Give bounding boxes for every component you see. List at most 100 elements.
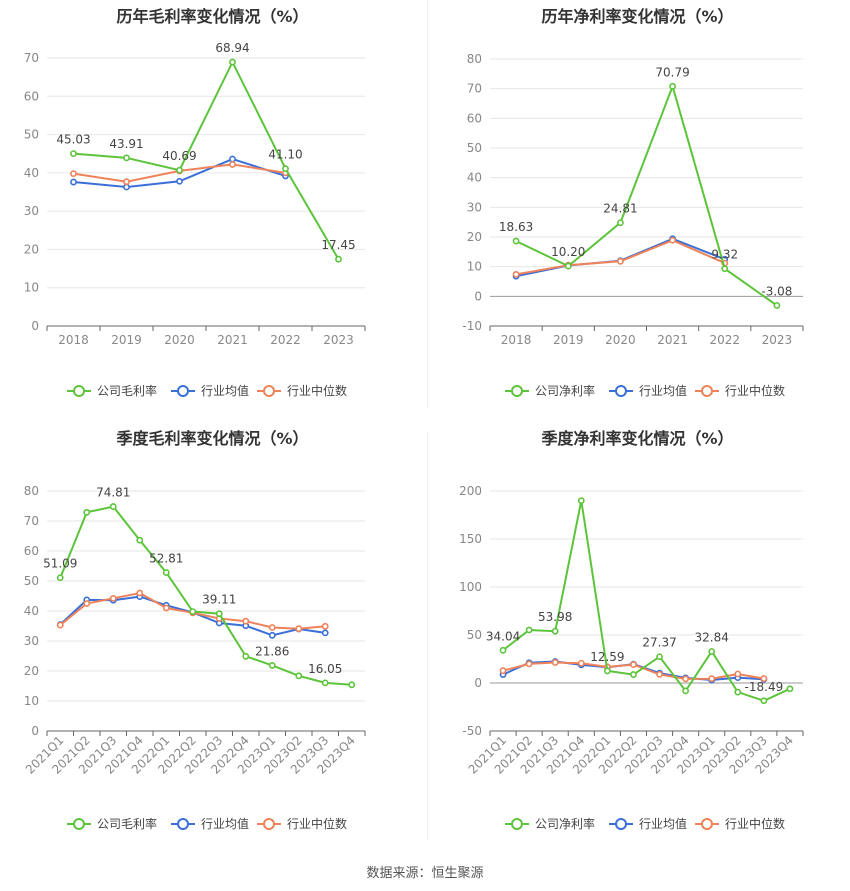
legend-item-company_net[interactable]: 公司净利率 (505, 816, 595, 831)
data-point-company[interactable] (109, 503, 117, 510)
data-point-median[interactable] (577, 659, 585, 667)
data-point-company[interactable] (564, 262, 572, 270)
chart-4: 季度净利率变化情况（%）-500501001502002021Q12021Q22… (459, 429, 804, 831)
data-point-company[interactable] (656, 653, 663, 661)
x-tick-label: 2020 (605, 333, 636, 347)
data-point-company[interactable] (268, 662, 276, 669)
data-point-company[interactable] (70, 150, 77, 157)
legend-item-industry_median[interactable]: 行业中位数 (695, 383, 785, 398)
data-point-company[interactable] (162, 569, 170, 576)
legend-item-company_net[interactable]: 公司净利率 (505, 383, 595, 398)
legend-item-industry_avg[interactable]: 行业均值 (609, 383, 687, 398)
data-point-company[interactable] (551, 627, 559, 635)
data-point-company[interactable] (603, 667, 611, 675)
legend-swatch-marker (73, 818, 85, 830)
data-point-median[interactable] (123, 178, 130, 186)
data-point-company[interactable] (682, 687, 690, 695)
data-point-company[interactable] (773, 302, 781, 309)
data-point-median[interactable] (109, 594, 117, 602)
data-point-median[interactable] (70, 170, 77, 178)
legend-item-company_gross[interactable]: 公司毛利率 (67, 816, 157, 831)
data-point-average[interactable] (123, 183, 130, 191)
data-point-company[interactable] (760, 697, 768, 705)
data-point-median[interactable] (242, 617, 250, 625)
data-point-average[interactable] (176, 177, 183, 185)
legend-item-company_gross[interactable]: 公司毛利率 (67, 383, 157, 398)
data-point-average[interactable] (268, 631, 276, 639)
data-point-company[interactable] (721, 265, 729, 273)
data-point-company[interactable] (525, 626, 533, 634)
data-point-average[interactable] (229, 155, 236, 163)
data-label: 21.86 (255, 644, 289, 658)
data-point-company[interactable] (708, 648, 716, 655)
data-point-median[interactable] (669, 236, 676, 244)
data-point-company[interactable] (56, 574, 64, 582)
data-point-company[interactable] (786, 685, 794, 693)
data-point-company[interactable] (242, 652, 250, 660)
data-point-median[interactable] (617, 257, 624, 265)
data-label: 43.91 (109, 137, 143, 151)
legend-swatch-marker (615, 818, 627, 830)
data-point-median[interactable] (268, 624, 276, 631)
legend-item-industry_avg[interactable]: 行业均值 (171, 816, 249, 831)
data-point-company[interactable] (189, 608, 197, 615)
data-point-median[interactable] (136, 589, 144, 597)
data-point-median[interactable] (512, 270, 520, 278)
legend-item-industry_median[interactable]: 行业中位数 (257, 816, 347, 831)
data-label: 74.81 (96, 486, 130, 500)
data-point-median[interactable] (321, 622, 329, 630)
data-point-median[interactable] (734, 670, 742, 678)
data-label: 27.37 (642, 636, 676, 650)
data-point-company[interactable] (321, 679, 329, 687)
data-point-company[interactable] (282, 165, 289, 173)
legend-swatch-marker (511, 385, 523, 397)
legend-label: 行业中位数 (725, 383, 785, 398)
legend-swatch-marker (177, 818, 189, 830)
y-tick-label: 70 (24, 51, 39, 65)
y-tick-label: -10 (462, 319, 482, 333)
legend-item-industry_avg[interactable]: 行业均值 (171, 383, 249, 398)
y-tick-label: 10 (24, 694, 39, 708)
data-point-company[interactable] (136, 536, 144, 544)
x-tick-label: 2021 (217, 333, 248, 347)
data-point-company[interactable] (295, 672, 303, 680)
data-point-median[interactable] (56, 621, 64, 629)
data-point-company[interactable] (176, 166, 183, 174)
data-point-company[interactable] (123, 154, 130, 162)
data-point-company[interactable] (215, 610, 223, 618)
data-point-median[interactable] (656, 670, 663, 678)
data-point-median[interactable] (229, 161, 236, 168)
data-point-company[interactable] (335, 255, 342, 263)
data-point-company[interactable] (669, 82, 676, 90)
data-point-median[interactable] (499, 667, 507, 675)
data-label: 41.10 (268, 148, 302, 162)
legend-label: 行业中位数 (287, 816, 347, 831)
data-point-median[interactable] (708, 675, 716, 683)
data-point-median[interactable] (295, 625, 303, 633)
legend-item-industry_median[interactable]: 行业中位数 (257, 383, 347, 398)
data-point-median[interactable] (525, 660, 533, 668)
data-label: 16.05 (308, 662, 342, 676)
data-point-company[interactable] (630, 671, 637, 678)
data-point-company[interactable] (83, 508, 91, 516)
data-point-average[interactable] (70, 178, 77, 186)
data-point-median[interactable] (682, 675, 690, 683)
legend-label: 公司净利率 (535, 383, 595, 398)
data-point-median[interactable] (83, 600, 91, 607)
data-point-company[interactable] (499, 646, 507, 654)
data-point-median[interactable] (162, 604, 170, 612)
legend-swatch-marker (177, 385, 189, 397)
data-label: 51.09 (43, 557, 77, 571)
data-point-average[interactable] (321, 629, 329, 637)
data-point-median[interactable] (551, 659, 559, 666)
data-point-company[interactable] (348, 681, 356, 689)
legend-item-industry_avg[interactable]: 行业均值 (609, 816, 687, 831)
data-point-company[interactable] (577, 497, 585, 504)
data-point-company[interactable] (734, 688, 742, 696)
data-point-company[interactable] (617, 219, 624, 227)
data-point-median[interactable] (630, 661, 637, 668)
data-point-company[interactable] (229, 58, 236, 66)
data-point-median[interactable] (760, 675, 768, 682)
legend-item-industry_median[interactable]: 行业中位数 (695, 816, 785, 831)
data-point-company[interactable] (512, 237, 520, 245)
